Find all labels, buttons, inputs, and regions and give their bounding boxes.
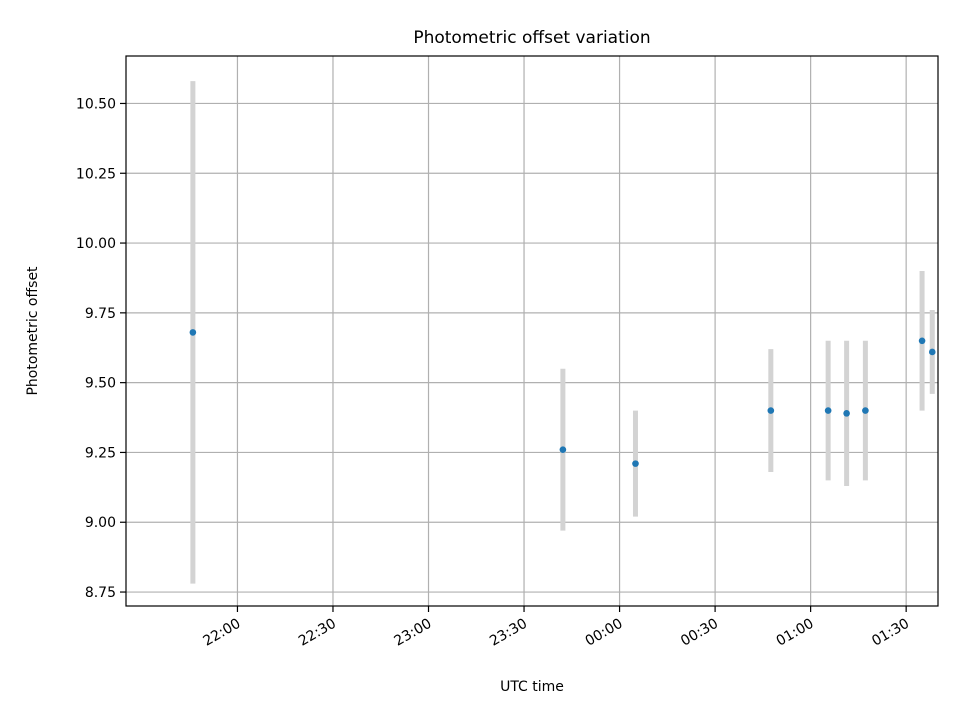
y-tick-label: 9.50 [85,376,116,392]
plot-frame [125,55,939,607]
y-tick-label: 8.75 [85,585,116,601]
data-points [189,329,936,467]
data-point [189,329,197,336]
data-point [824,407,832,414]
data-point [862,407,869,414]
y-axis-label: Photometric offset [25,266,41,396]
data-point [928,348,936,356]
y-tick-label: 9.00 [85,515,116,531]
data-point [918,337,926,345]
y-tick-label: 9.25 [85,445,116,461]
data-point [767,407,775,414]
y-tick-label: 10.25 [76,166,116,182]
data-point [632,460,639,467]
chart-title: Photometric offset variation [413,28,650,48]
data-point [559,446,567,453]
grid [126,56,938,606]
data-point [843,410,850,417]
y-axis-ticks: 8.75 9.00 9.25 9.50 9.75 10.00 10.25 10.50 [76,96,126,601]
y-tick-label: 10.00 [76,236,116,252]
x-axis-label: UTC time [500,679,564,695]
y-tick-label: 10.50 [76,96,116,112]
y-tick-label: 9.75 [85,306,116,322]
